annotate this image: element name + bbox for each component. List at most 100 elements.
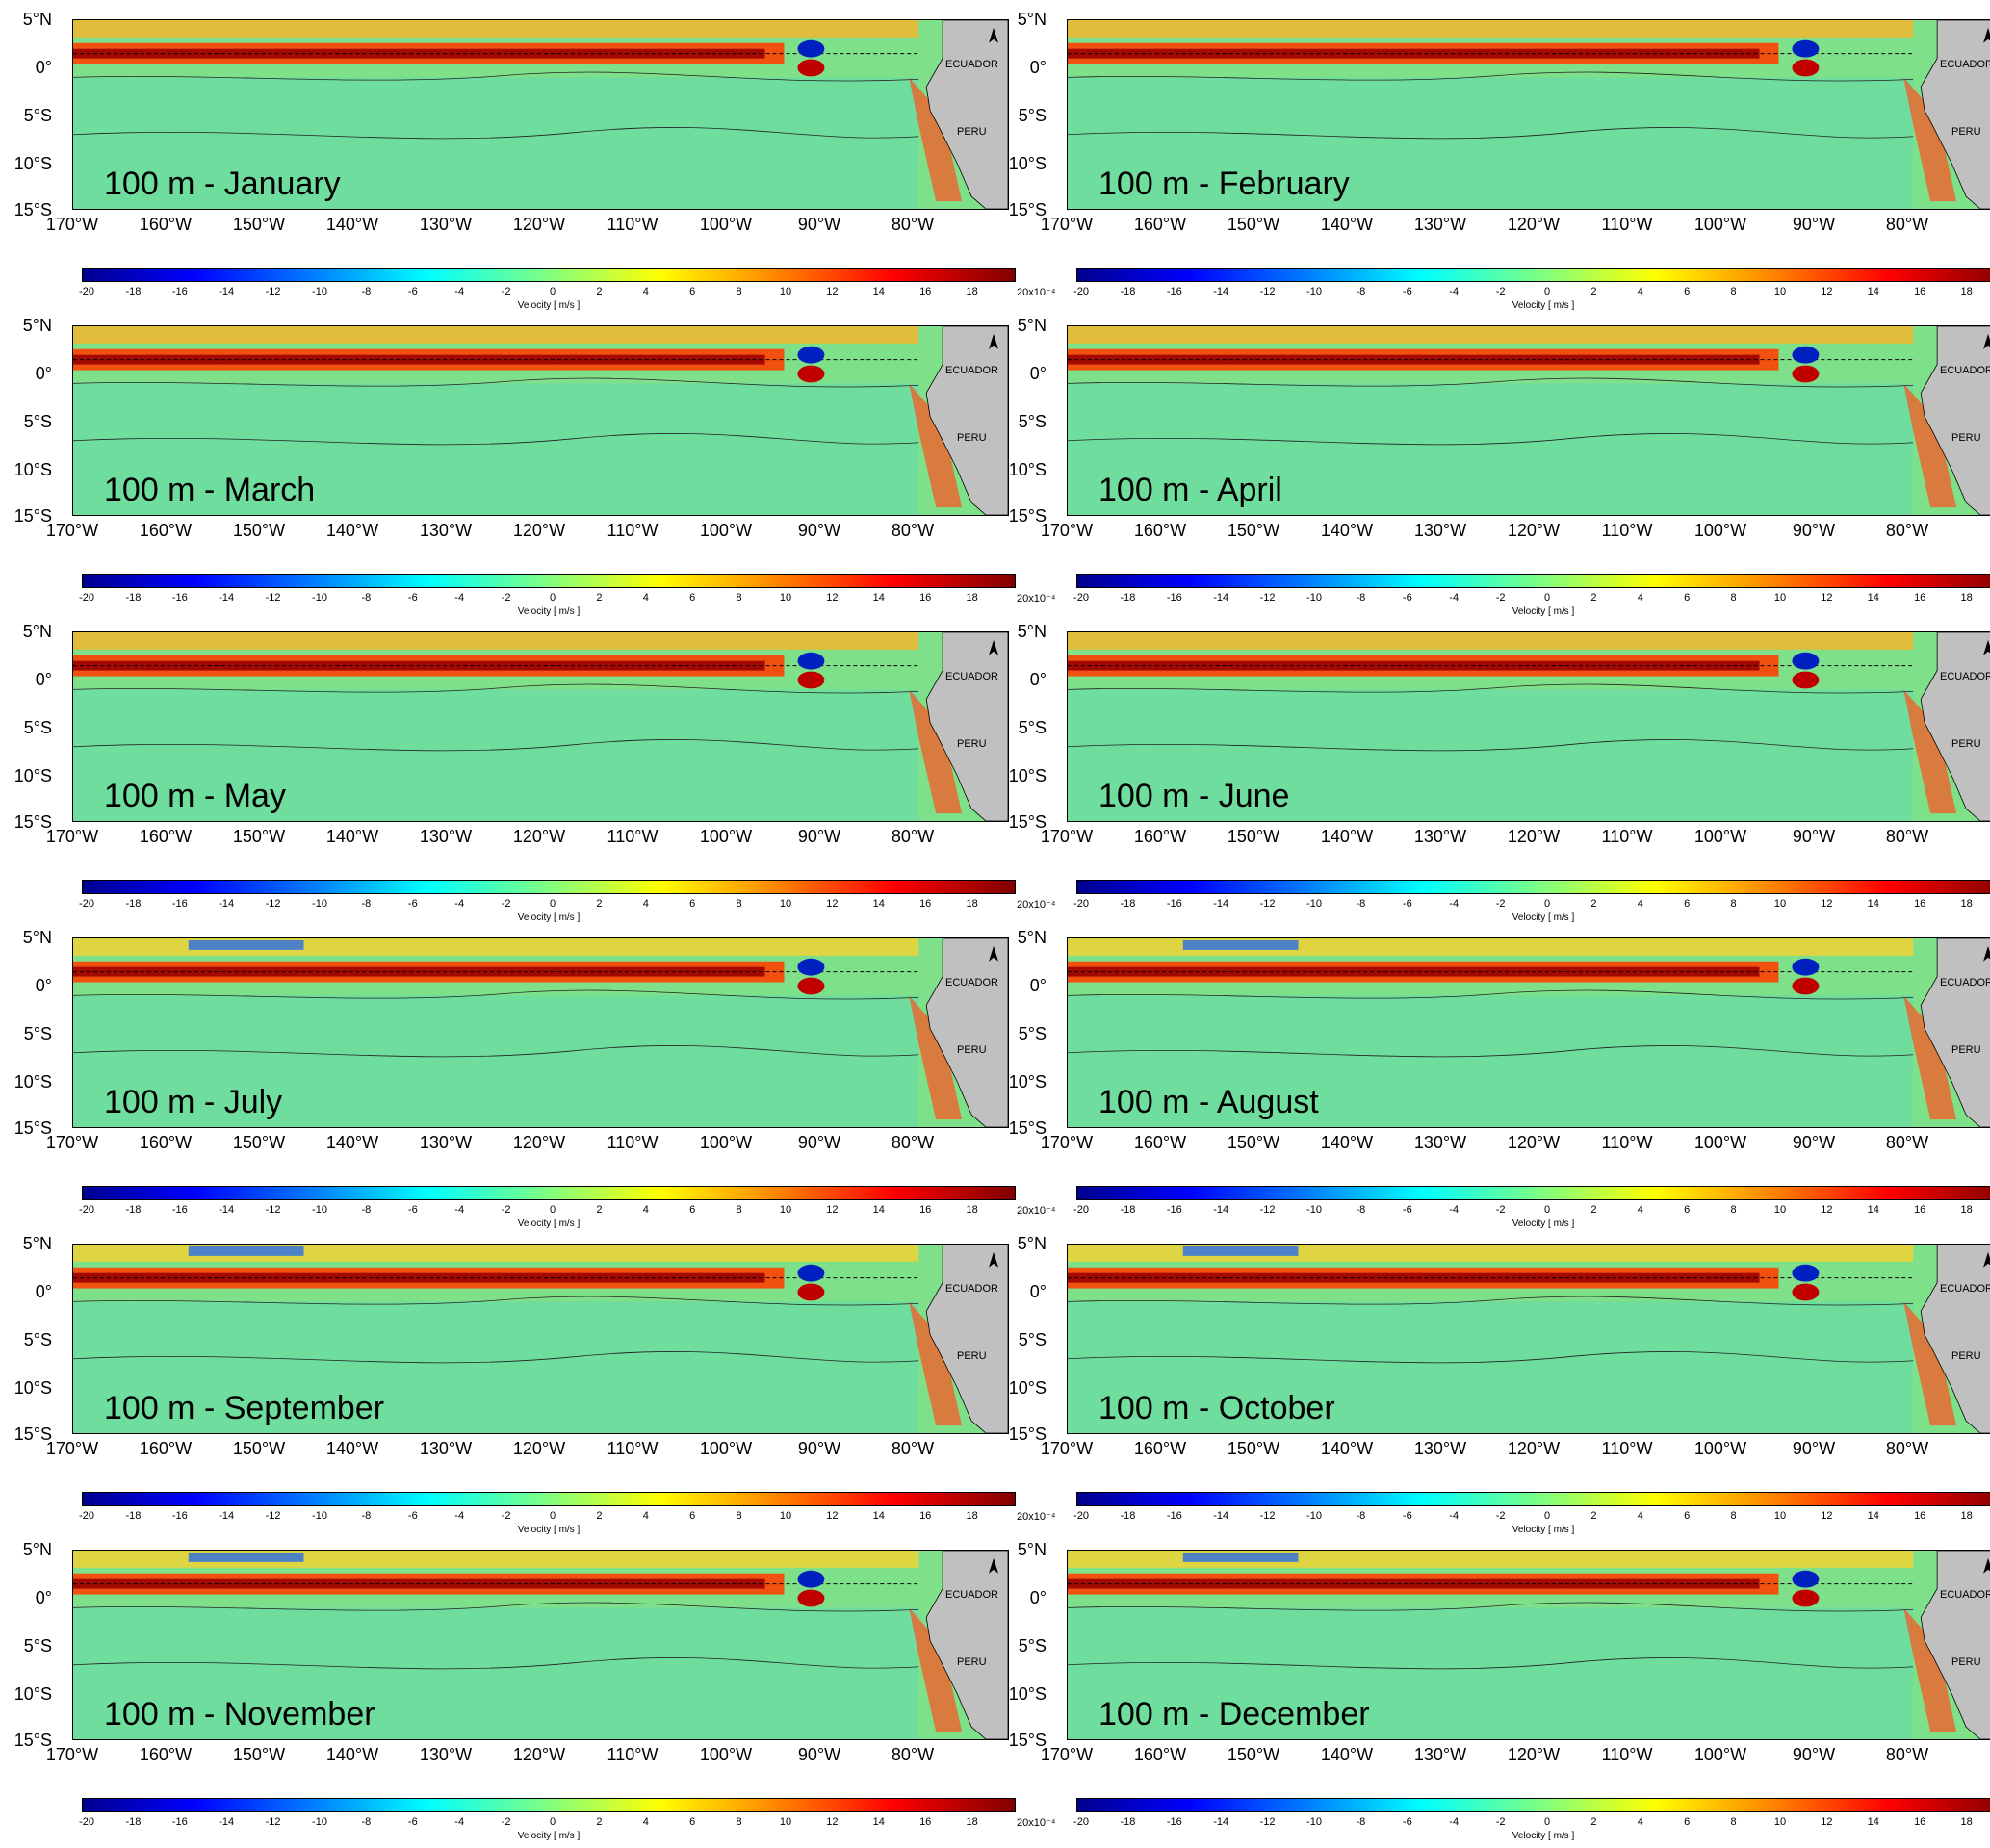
colorbar-tick-label: 6 [689,1510,696,1522]
colorbar-tick-label: 16 [919,286,932,297]
country-label-ecuador: ECUADOR [945,1589,999,1601]
velocity-field [1068,1551,1990,1739]
colorbar-tick-label: -18 [125,1204,142,1216]
velocity-field [1068,1245,1990,1433]
country-label-peru: PERU [1951,1044,1981,1056]
contour-line [1068,433,1914,446]
colorbar-tick-label: 2 [596,1510,603,1522]
panel-title: 100 m - July [104,1084,283,1120]
colorbar-tick-label: 8 [1730,1816,1737,1828]
galapagos-eastward-lobe [1792,59,1820,77]
colorbar-tick-label: -4 [454,286,465,297]
coastal-current [909,383,963,508]
colorbar-tick-label: 14 [872,898,885,910]
country-label-peru: PERU [957,1044,987,1056]
lon-tick-label: 110°W [1601,1745,1653,1764]
colorbar-tick-label: -12 [1259,1204,1276,1216]
contour-line [1068,1045,1914,1058]
map-area: ECUADOR PERU 100 m - March [72,325,1009,516]
coastal-current [1903,1301,1957,1426]
colorbar-tick-label: -14 [219,286,235,297]
colorbar-tick-label: -10 [312,1816,327,1828]
lon-tick-label: 120°W [512,521,566,540]
lat-tick-label: 15°S [13,200,52,219]
country-label-peru: PERU [1951,1350,1981,1362]
colorbar-tick-label: -20 [79,898,94,910]
southern-field [73,689,919,821]
lon-tick-label: 140°W [1320,1133,1374,1152]
north-arrow-icon [989,333,999,349]
colorbar-tick-label: 14 [1867,286,1879,297]
northern-band [1068,632,1914,650]
lon-tick-label: 90°W [797,521,841,540]
lat-tick-label: 15°S [1008,1424,1047,1444]
colorbar-tick-label: -4 [1449,898,1460,910]
lon-tick-label: 130°W [419,1133,473,1152]
map-panel: ECUADOR PERU 100 m - January 5°N 0° 5°S 10°S 15… [14,11,1056,318]
colorbar-tick-label: 6 [689,286,696,297]
colorbar-tick-label: -10 [312,1204,327,1216]
velocity-field [1068,20,1990,209]
lon-tick-label: 140°W [1320,521,1374,540]
colorbar-tick-label: -2 [1495,898,1506,910]
lat-tick-label: 10°S [13,154,52,173]
lat-tick-label: 0° [35,364,52,383]
lon-tick-label: 140°W [325,215,379,234]
colorbar-tick-label: -18 [1120,1204,1136,1216]
lat-tick-label: 10°S [13,1684,52,1704]
colorbar-tick-label: -14 [1213,1510,1229,1522]
colorbar [1076,268,1990,282]
colorbar-tick-label: -18 [1120,592,1136,603]
velocity-field [73,632,1008,821]
colorbar-tick-label: 16 [919,1204,932,1216]
colorbar-tick-label: -6 [1402,286,1412,297]
lat-tick-label: 0° [1029,976,1047,995]
lon-tick-label: 130°W [419,215,473,234]
contour-line [1068,1351,1914,1364]
lat-tick-label: 5°N [22,10,52,29]
lat-tick-label: 15°S [13,812,52,832]
land-south-america [925,20,1008,209]
colorbar-tick-label: -8 [361,1816,372,1828]
colorbar-tick-label: 14 [1867,898,1879,910]
colorbar-unit-label: Velocity [ m/s ] [1512,300,1575,311]
lat-tick-label: 15°S [13,1424,52,1444]
colorbar-tick-label: -20 [79,1816,94,1828]
lat-tick-label: 10°S [13,460,52,479]
colorbar-tick-label: -12 [1259,1816,1276,1828]
lon-tick-label: 150°W [232,215,286,234]
land-south-america [1920,326,1990,515]
lon-tick-label: 90°W [797,827,841,846]
lat-tick-label: 10°S [1008,766,1047,785]
colorbar-tick-label: -2 [501,1204,511,1216]
coastal-current [909,77,963,202]
lon-tick-label: 150°W [232,1439,286,1458]
north-arrow-icon [989,945,999,962]
galapagos-eastward-lobe [797,59,825,77]
colorbar-tick-label: -16 [171,1204,188,1216]
lon-tick-label: 130°W [1413,1133,1467,1152]
contour-line [73,1351,919,1364]
colorbar-tick-label: -16 [171,286,188,297]
lat-tick-label: 0° [35,976,52,995]
colorbar-tick-label: 12 [826,1204,839,1216]
galapagos-westward-lobe [1792,652,1820,670]
galapagos-westward-lobe [1792,958,1820,976]
lat-tick-label: 5°S [1018,1636,1047,1656]
colorbar-unit-label: Velocity [ m/s ] [1512,1831,1575,1841]
map-panel: ECUADOR PERU 100 m - September 5°N 0° 5°S 10°S… [14,1235,1056,1542]
colorbar-tick-label: -8 [1356,898,1366,910]
galapagos-eastward-lobe [1792,1283,1820,1301]
colorbar-tick-label: 14 [1867,592,1879,603]
velocity-field [73,20,1008,209]
colorbar-tick-label: -16 [171,1510,188,1522]
lat-tick-label: 15°S [1008,812,1047,832]
colorbar-tick-label: 12 [1821,1816,1833,1828]
colorbar-tick-label: 18 [966,592,978,603]
colorbar-tick-label: 12 [826,286,839,297]
colorbar-tick-label: -2 [1495,1510,1506,1522]
colorbar-tick-label: -16 [1166,592,1182,603]
contour-line [73,1045,919,1058]
lat-tick-label: 0° [1029,1588,1047,1607]
colorbar-tick-label: 8 [1730,898,1737,910]
